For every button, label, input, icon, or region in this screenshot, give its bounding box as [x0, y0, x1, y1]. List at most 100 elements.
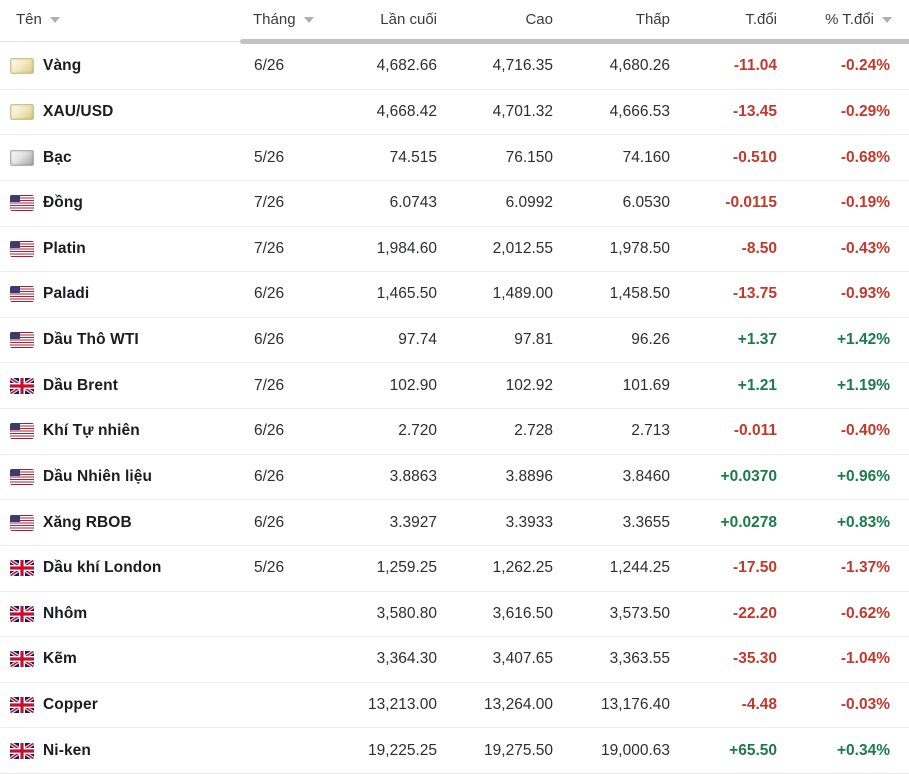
column-header-change-pct-label: % T.đổi	[825, 11, 874, 28]
table-row[interactable]: Nhôm 3,580.80 3,616.50 3,573.50 -22.20 -…	[0, 591, 909, 638]
low-price-cell: 6.0530	[622, 194, 670, 212]
month-cell: 6/26	[254, 422, 285, 440]
table-row[interactable]: Kẽm 3,364.30 3,407.65 3,363.55 -35.30 -1…	[0, 637, 909, 683]
table-row[interactable]: Vàng 6/26 4,682.66 4,716.35 4,680.26 -11…	[0, 44, 909, 90]
month-cell: 6/26	[254, 285, 285, 303]
instrument-name: Bạc	[43, 148, 72, 166]
high-price-cell: 4,701.32	[492, 102, 553, 120]
table-row[interactable]: Dầu khí London 5/26 1,259.25 1,262.25 1,…	[0, 545, 909, 592]
name-cell: Dầu khí London	[0, 559, 241, 577]
high-price-cell: 3,616.50	[492, 604, 553, 622]
month-cell: 7/26	[254, 194, 285, 212]
us-flag-icon	[10, 195, 34, 212]
change-pct-cell: +1.19%	[836, 376, 890, 394]
table-row[interactable]: XAU/USD 4,668.42 4,701.32 4,666.53 -13.4…	[0, 89, 909, 136]
sort-chevron-down-icon	[303, 16, 314, 23]
table-row[interactable]: Dầu Brent 7/26 102.90 102.92 101.69 +1.2…	[0, 363, 909, 409]
instrument-name: Ni-ken	[43, 741, 91, 759]
last-price-cell: 4,682.66	[376, 57, 437, 75]
column-header-change-pct[interactable]: % T.đổi	[777, 11, 909, 28]
last-price-cell: 3,364.30	[376, 650, 437, 668]
column-header-change[interactable]: T.đổi	[670, 11, 777, 28]
table-row[interactable]: Dầu Thô WTI 6/26 97.74 97.81 96.26 +1.37…	[0, 317, 909, 364]
name-cell: Xăng RBOB	[0, 514, 241, 532]
instrument-name: Dầu Nhiên liệu	[43, 467, 153, 485]
us-flag-icon	[10, 240, 34, 257]
name-cell: Nhôm	[0, 605, 241, 623]
last-price-cell: 13,213.00	[368, 696, 437, 714]
change-pct-cell: +0.83%	[836, 513, 890, 531]
column-header-low[interactable]: Thấp	[553, 11, 670, 28]
high-price-cell: 3,407.65	[492, 650, 553, 668]
horizontal-scroll-track[interactable]	[240, 39, 909, 44]
month-cell: 6/26	[254, 57, 285, 75]
name-cell: Dầu Nhiên liệu	[0, 468, 241, 486]
last-price-cell: 3.3927	[389, 513, 437, 531]
instrument-name: Copper	[43, 696, 98, 714]
table-row[interactable]: Platin 7/26 1,984.60 2,012.55 1,978.50 -…	[0, 226, 909, 273]
change-cell: +1.37	[737, 331, 777, 349]
column-header-high[interactable]: Cao	[437, 11, 553, 28]
last-price-cell: 4,668.42	[376, 102, 437, 120]
change-cell: +0.0278	[720, 513, 777, 531]
column-header-last[interactable]: Lần cuối	[315, 11, 437, 28]
table-row[interactable]: Bạc 5/26 74.515 76.150 74.160 -0.510 -0.…	[0, 135, 909, 181]
instrument-name: Đồng	[43, 194, 83, 212]
instrument-name: Platin	[43, 239, 86, 257]
low-price-cell: 13,176.40	[601, 696, 670, 714]
change-cell: -13.45	[733, 102, 777, 120]
last-price-cell: 1,984.60	[376, 239, 437, 257]
low-price-cell: 74.160	[622, 148, 670, 166]
change-pct-cell: +0.96%	[836, 467, 890, 485]
change-pct-cell: -1.04%	[840, 650, 890, 668]
column-header-name-label: Tên	[16, 11, 42, 28]
high-price-cell: 6.0992	[505, 194, 553, 212]
high-price-cell: 102.92	[505, 376, 553, 394]
table-row[interactable]: Paladi 6/26 1,465.50 1,489.00 1,458.50 -…	[0, 272, 909, 318]
last-price-cell: 2.720	[398, 422, 437, 440]
name-cell: Dầu Brent	[0, 377, 241, 395]
high-price-cell: 13,264.00	[484, 696, 553, 714]
table-row[interactable]: Khí Tự nhiên 6/26 2.720 2.728 2.713 -0.0…	[0, 409, 909, 455]
gold-bar-icon	[10, 58, 34, 75]
change-cell: -0.510	[733, 148, 777, 166]
instrument-name: Dầu Thô WTI	[43, 331, 139, 349]
table-row[interactable]: Dầu Nhiên liệu 6/26 3.8863 3.8896 3.8460…	[0, 454, 909, 501]
name-cell: Khí Tự nhiên	[0, 422, 241, 440]
low-price-cell: 19,000.63	[601, 741, 670, 759]
instrument-name: Kẽm	[43, 650, 77, 668]
column-header-change-label: T.đổi	[745, 11, 777, 28]
change-pct-cell: -0.62%	[840, 604, 890, 622]
table-row[interactable]: Xăng RBOB 6/26 3.3927 3.3933 3.3655 +0.0…	[0, 500, 909, 546]
table-row[interactable]: Copper 13,213.00 13,264.00 13,176.40 -4.…	[0, 682, 909, 729]
last-price-cell: 6.0743	[389, 194, 437, 212]
uk-flag-icon	[10, 605, 34, 622]
us-flag-icon	[10, 286, 34, 303]
column-header-month[interactable]: Tháng	[241, 11, 315, 28]
column-header-name[interactable]: Tên	[0, 11, 241, 28]
sort-chevron-down-icon	[882, 16, 892, 23]
change-pct-cell: -0.03%	[840, 696, 890, 714]
month-cell: 7/26	[254, 239, 285, 257]
change-pct-cell: +0.34%	[836, 741, 890, 759]
last-price-cell: 3.8863	[389, 467, 437, 485]
name-cell: Vàng	[0, 57, 241, 75]
table-row[interactable]: Ni-ken 19,225.25 19,275.50 19,000.63 +65…	[0, 728, 909, 774]
change-cell: -22.20	[733, 604, 777, 622]
month-cell: 5/26	[254, 559, 285, 577]
last-price-cell: 1,465.50	[376, 285, 437, 303]
change-cell: -0.011	[733, 422, 777, 440]
column-header-month-label: Tháng	[253, 11, 296, 28]
change-cell: -4.48	[741, 696, 777, 714]
high-price-cell: 3.8896	[505, 467, 553, 485]
instrument-name: Dầu khí London	[43, 559, 162, 577]
table-row[interactable]: Đồng 7/26 6.0743 6.0992 6.0530 -0.0115 -…	[0, 180, 909, 227]
uk-flag-icon	[10, 697, 34, 714]
change-cell: -13.75	[733, 285, 777, 303]
high-price-cell: 76.150	[505, 148, 553, 166]
change-cell: +1.21	[737, 376, 777, 394]
uk-flag-icon	[10, 377, 34, 394]
us-flag-icon	[10, 423, 34, 440]
last-price-cell: 19,225.25	[368, 741, 437, 759]
